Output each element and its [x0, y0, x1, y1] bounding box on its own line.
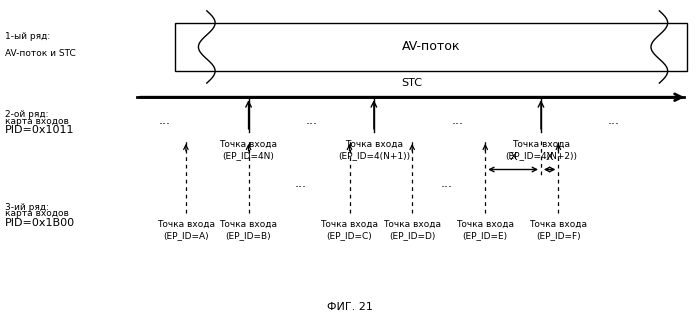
Text: PID=0x1B00: PID=0x1B00 — [5, 218, 75, 228]
Text: ...: ... — [441, 177, 453, 190]
Text: Точка входа
(EP_ID=F): Точка входа (EP_ID=F) — [529, 220, 587, 240]
Text: карта входов: карта входов — [5, 209, 69, 218]
Text: PID=0x1011: PID=0x1011 — [5, 125, 74, 135]
Text: Точка входа
(EP_ID=4(N+2)): Точка входа (EP_ID=4(N+2)) — [505, 140, 577, 160]
Text: AV-поток: AV-поток — [402, 41, 461, 54]
Text: Точка входа
(EP_ID=E): Точка входа (EP_ID=E) — [456, 220, 514, 240]
Text: карта входов: карта входов — [5, 117, 69, 126]
Bar — [175, 23, 687, 70]
Text: X: X — [546, 152, 554, 162]
Text: Точка входа
(EP_ID=A): Точка входа (EP_ID=A) — [157, 220, 215, 240]
Text: ...: ... — [452, 114, 463, 127]
Text: Точка входа
(EP_ID=4N): Точка входа (EP_ID=4N) — [219, 140, 278, 160]
Text: Точка входа
(EP_ID=D): Точка входа (EP_ID=D) — [383, 220, 441, 240]
Text: ...: ... — [295, 177, 307, 190]
Text: STC: STC — [402, 78, 423, 88]
Text: AV-поток и STC: AV-поток и STC — [5, 49, 75, 57]
Text: ФИГ. 21: ФИГ. 21 — [326, 302, 373, 313]
Text: ...: ... — [608, 114, 620, 127]
Text: Точка входа
(EP_ID=C): Точка входа (EP_ID=C) — [321, 220, 378, 240]
Text: Точка входа
(EP_ID=B): Точка входа (EP_ID=B) — [219, 220, 278, 240]
Text: 1-ый ряд:: 1-ый ряд: — [5, 32, 50, 41]
Text: Точка входа
(EP_ID=4(N+1)): Точка входа (EP_ID=4(N+1)) — [338, 140, 410, 160]
Text: 3-ий ряд:: 3-ий ряд: — [5, 203, 49, 212]
Text: 2-ой ряд:: 2-ой ряд: — [5, 110, 48, 119]
Text: ...: ... — [159, 114, 171, 127]
Text: ...: ... — [305, 114, 317, 127]
Text: X: X — [510, 152, 517, 162]
